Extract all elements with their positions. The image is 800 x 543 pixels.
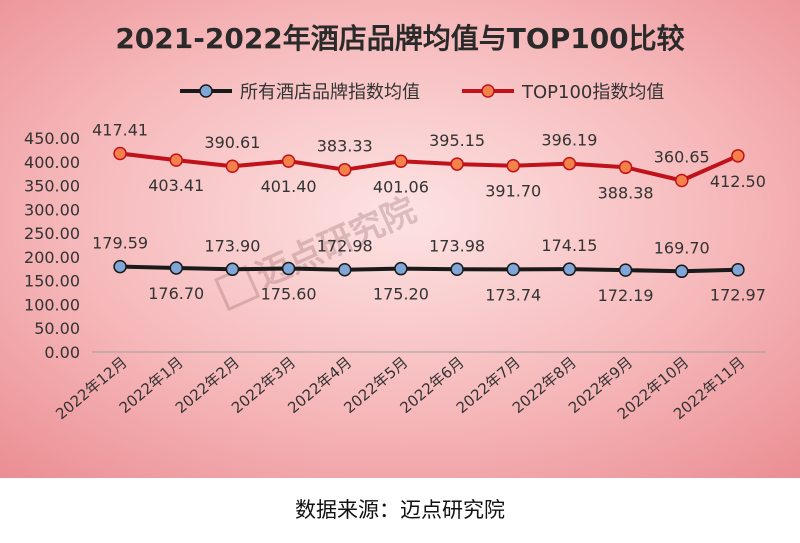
data-point: [113, 146, 127, 161]
data-point: [506, 158, 520, 173]
legend-label-top100: TOP100指数均值: [521, 82, 664, 103]
data-point: [169, 153, 183, 167]
data-point: [281, 261, 296, 276]
legend-item-top100: TOP100指数均值: [462, 82, 664, 103]
y-tick-label: 350.00: [24, 177, 80, 196]
data-point: [731, 262, 745, 277]
y-tick-label: 200.00: [24, 248, 80, 267]
data-label: 173.74: [485, 285, 541, 304]
data-point: [731, 149, 745, 163]
data-label: 388.38: [598, 183, 654, 202]
chart-title: 2021-2022年酒店品牌均值与TOP100比较: [115, 22, 684, 55]
legend-item-all-brands: 所有酒店品牌指数均值: [180, 82, 420, 103]
y-tick-label: 150.00: [24, 272, 80, 291]
data-label: 173.98: [429, 236, 485, 255]
data-label: 390.61: [204, 133, 260, 152]
data-label: 412.50: [710, 172, 766, 191]
y-tick-label: 300.00: [24, 200, 80, 219]
series-0: 179.59 176.70 173.90 175.60 172.98 175.20 173.…: [92, 234, 766, 306]
line-chart: 迈点研究院 2021-2022年酒店品牌均值与TOP100比较 所有酒店品牌指数…: [0, 0, 800, 478]
data-point: [450, 262, 464, 277]
data-point: [338, 162, 352, 177]
data-label: 179.59: [92, 234, 148, 253]
series-line: [120, 264, 738, 274]
data-point: [113, 259, 127, 274]
data-point: [225, 159, 240, 173]
data-label: 174.15: [541, 236, 597, 255]
data-label: 401.06: [373, 177, 429, 196]
data-point: [394, 154, 408, 169]
y-tick-label: 400.00: [24, 153, 80, 172]
data-label: 401.40: [261, 177, 317, 196]
data-label: 383.33: [317, 137, 373, 156]
y-tick-label: 100.00: [24, 295, 80, 314]
data-label: 176.70: [148, 284, 204, 303]
data-label: 360.65: [654, 147, 710, 166]
data-point: [675, 264, 689, 279]
data-label: 403.41: [148, 176, 204, 195]
data-point: [450, 157, 464, 171]
data-label: 417.41: [92, 120, 148, 139]
data-label: 395.15: [429, 131, 485, 150]
y-tick-label: 250.00: [24, 224, 80, 243]
data-point: [281, 154, 296, 168]
series-line: [119, 151, 739, 183]
series-layer: 179.59 176.70 173.90 175.60 172.98 175.20 173.…: [92, 120, 766, 305]
data-label: 172.98: [317, 237, 373, 256]
data-point: [338, 262, 352, 277]
chart-background: [0, 0, 800, 478]
legend-label-all-brands: 所有酒店品牌指数均值: [240, 82, 420, 103]
data-point: [506, 262, 520, 277]
data-label: 173.90: [204, 236, 260, 255]
data-label: 169.70: [654, 238, 710, 257]
legend: 所有酒店品牌指数均值 TOP100指数均值: [180, 82, 664, 103]
y-axis: 0.00 50.00 100.00 150.00 200.00 250.00 300.00 3…: [24, 129, 80, 362]
y-tick-label: 50.00: [34, 319, 80, 338]
data-point: [169, 261, 183, 275]
y-tick-label: 450.00: [24, 129, 80, 148]
data-point: [618, 160, 633, 175]
data-label: 396.19: [541, 131, 597, 150]
series-1: 417.41 403.41 390.61 401.40 383.33 401.06 395.…: [92, 120, 766, 202]
source-note: 数据来源：迈点研究院: [295, 498, 505, 522]
data-label: 172.97: [710, 286, 766, 305]
y-tick-label: 0.00: [44, 343, 80, 362]
data-point: [562, 156, 577, 171]
data-point: [618, 263, 633, 277]
data-point: [675, 173, 689, 188]
data-point: [562, 262, 577, 276]
data-point: [394, 261, 408, 276]
data-point: [225, 262, 240, 277]
data-label: 391.70: [485, 182, 541, 201]
data-label: 175.60: [261, 284, 317, 303]
data-label: 175.20: [373, 285, 429, 304]
data-label: 172.19: [598, 286, 654, 305]
